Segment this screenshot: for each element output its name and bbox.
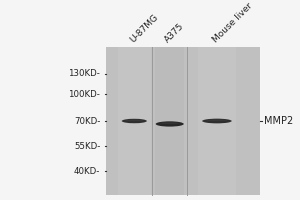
Bar <box>118 47 151 195</box>
Text: A375: A375 <box>164 22 186 45</box>
Bar <box>106 47 260 195</box>
Text: 100KD-: 100KD- <box>68 90 100 99</box>
Ellipse shape <box>202 119 232 123</box>
Ellipse shape <box>125 120 143 121</box>
Ellipse shape <box>207 119 227 121</box>
Text: 70KD-: 70KD- <box>74 117 100 126</box>
Ellipse shape <box>160 122 179 124</box>
Text: MMP2: MMP2 <box>264 116 293 126</box>
Text: 40KD-: 40KD- <box>74 167 100 176</box>
Bar <box>155 47 184 195</box>
Ellipse shape <box>156 121 184 127</box>
Text: U-87MG: U-87MG <box>128 13 160 45</box>
Text: 55KD-: 55KD- <box>74 142 100 151</box>
Text: 130KD-: 130KD- <box>68 69 100 78</box>
Ellipse shape <box>122 119 147 123</box>
Text: Mouse liver: Mouse liver <box>211 1 254 45</box>
Bar <box>198 47 236 195</box>
